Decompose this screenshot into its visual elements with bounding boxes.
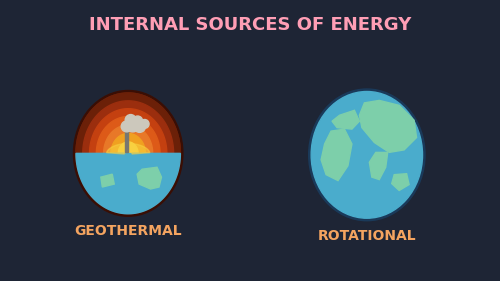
Ellipse shape — [76, 93, 180, 214]
Polygon shape — [96, 117, 160, 153]
Polygon shape — [104, 125, 152, 153]
Polygon shape — [76, 153, 180, 214]
Polygon shape — [76, 93, 180, 153]
Circle shape — [134, 121, 145, 132]
Ellipse shape — [311, 92, 422, 218]
Polygon shape — [137, 167, 162, 189]
Text: ROTATIONAL: ROTATIONAL — [318, 228, 416, 243]
Circle shape — [125, 115, 136, 125]
Text: INTERNAL SOURCES OF ENERGY: INTERNAL SOURCES OF ENERGY — [89, 16, 411, 34]
Polygon shape — [101, 174, 114, 187]
Ellipse shape — [74, 90, 183, 216]
Circle shape — [140, 119, 149, 128]
Text: GEOTHERMAL: GEOTHERMAL — [74, 224, 182, 238]
Polygon shape — [90, 109, 167, 153]
Polygon shape — [332, 110, 359, 129]
Circle shape — [132, 116, 142, 126]
Polygon shape — [370, 152, 388, 180]
Ellipse shape — [308, 89, 425, 221]
Circle shape — [125, 117, 140, 132]
Polygon shape — [118, 142, 138, 153]
Polygon shape — [321, 129, 352, 181]
Polygon shape — [392, 174, 409, 191]
Circle shape — [121, 121, 132, 132]
Bar — [126, 132, 128, 152]
Polygon shape — [106, 144, 150, 154]
Polygon shape — [83, 101, 174, 153]
Polygon shape — [360, 100, 416, 152]
Polygon shape — [111, 133, 146, 153]
